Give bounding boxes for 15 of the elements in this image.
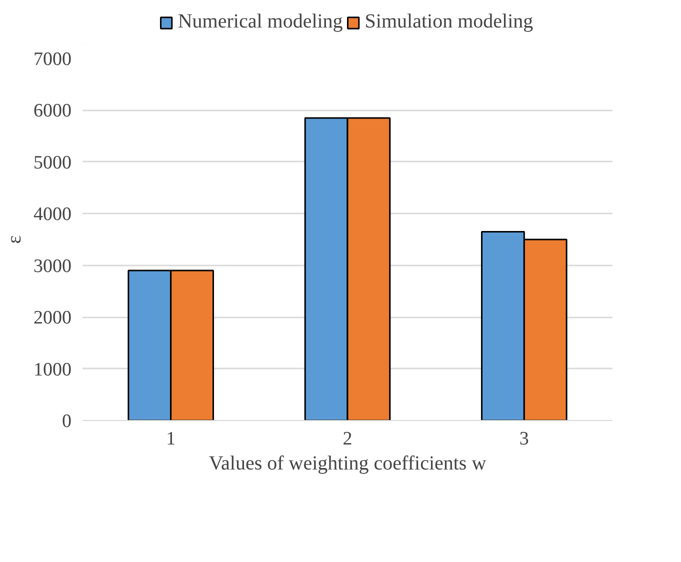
y-axis-title: ε [4, 235, 26, 244]
x-tick-label: 1 [166, 428, 176, 450]
x-tick-label: 2 [342, 428, 352, 450]
y-tick-label: 6000 [34, 100, 72, 122]
legend-label: Simulation modeling [364, 10, 534, 34]
legend-label: Numerical modeling [178, 10, 343, 34]
y-tick-label: 1000 [34, 359, 72, 380]
y-tick-label: 5000 [34, 152, 72, 174]
x-axis-title: Values of weighting coefficients w [208, 452, 487, 474]
y-tick-label: 4000 [34, 204, 72, 226]
y-tick-label: 2000 [34, 308, 72, 329]
y-tick-label: 0 [62, 411, 72, 432]
x-tick-label: 3 [519, 428, 529, 450]
y-tick-label: 3000 [34, 256, 72, 277]
y-tick-label: 7000 [34, 49, 72, 70]
